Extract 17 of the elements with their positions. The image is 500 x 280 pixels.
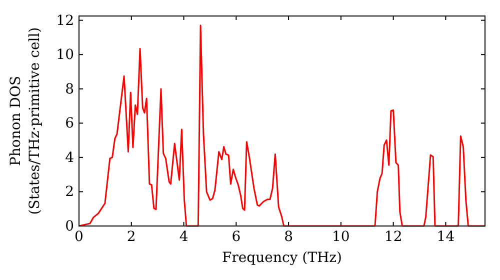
x-tick-label: 10	[332, 228, 350, 245]
x-tick-label: 4	[179, 228, 188, 245]
y-tick-label: 8	[65, 81, 74, 98]
y-tick-label: 0	[65, 218, 74, 234]
x-tick-label: 12	[384, 228, 402, 245]
y-tick-label: 6	[65, 116, 74, 132]
x-tick-label: 14	[436, 228, 455, 245]
x-tick-label: 8	[284, 228, 294, 245]
x-tick-label: 6	[232, 228, 241, 245]
y-axis-title: Phonon DOS (States/THz·primitive cell)	[8, 27, 43, 215]
y-tick-label: 2	[65, 184, 74, 200]
x-tick-label: 2	[126, 228, 136, 245]
x-axis-title: Frequency (THz)	[222, 250, 342, 266]
line-series	[78, 24, 486, 227]
y-tick-label: 10	[56, 47, 74, 64]
y-tick-label: 12	[56, 12, 74, 29]
y-tick-label: 4	[65, 150, 74, 166]
